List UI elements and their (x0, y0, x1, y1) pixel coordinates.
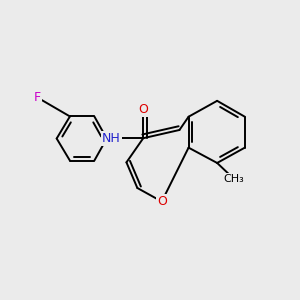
Text: F: F (34, 91, 41, 104)
Text: O: O (138, 103, 148, 116)
Text: CH₃: CH₃ (224, 174, 244, 184)
Text: NH: NH (102, 132, 121, 145)
Text: O: O (157, 195, 167, 208)
